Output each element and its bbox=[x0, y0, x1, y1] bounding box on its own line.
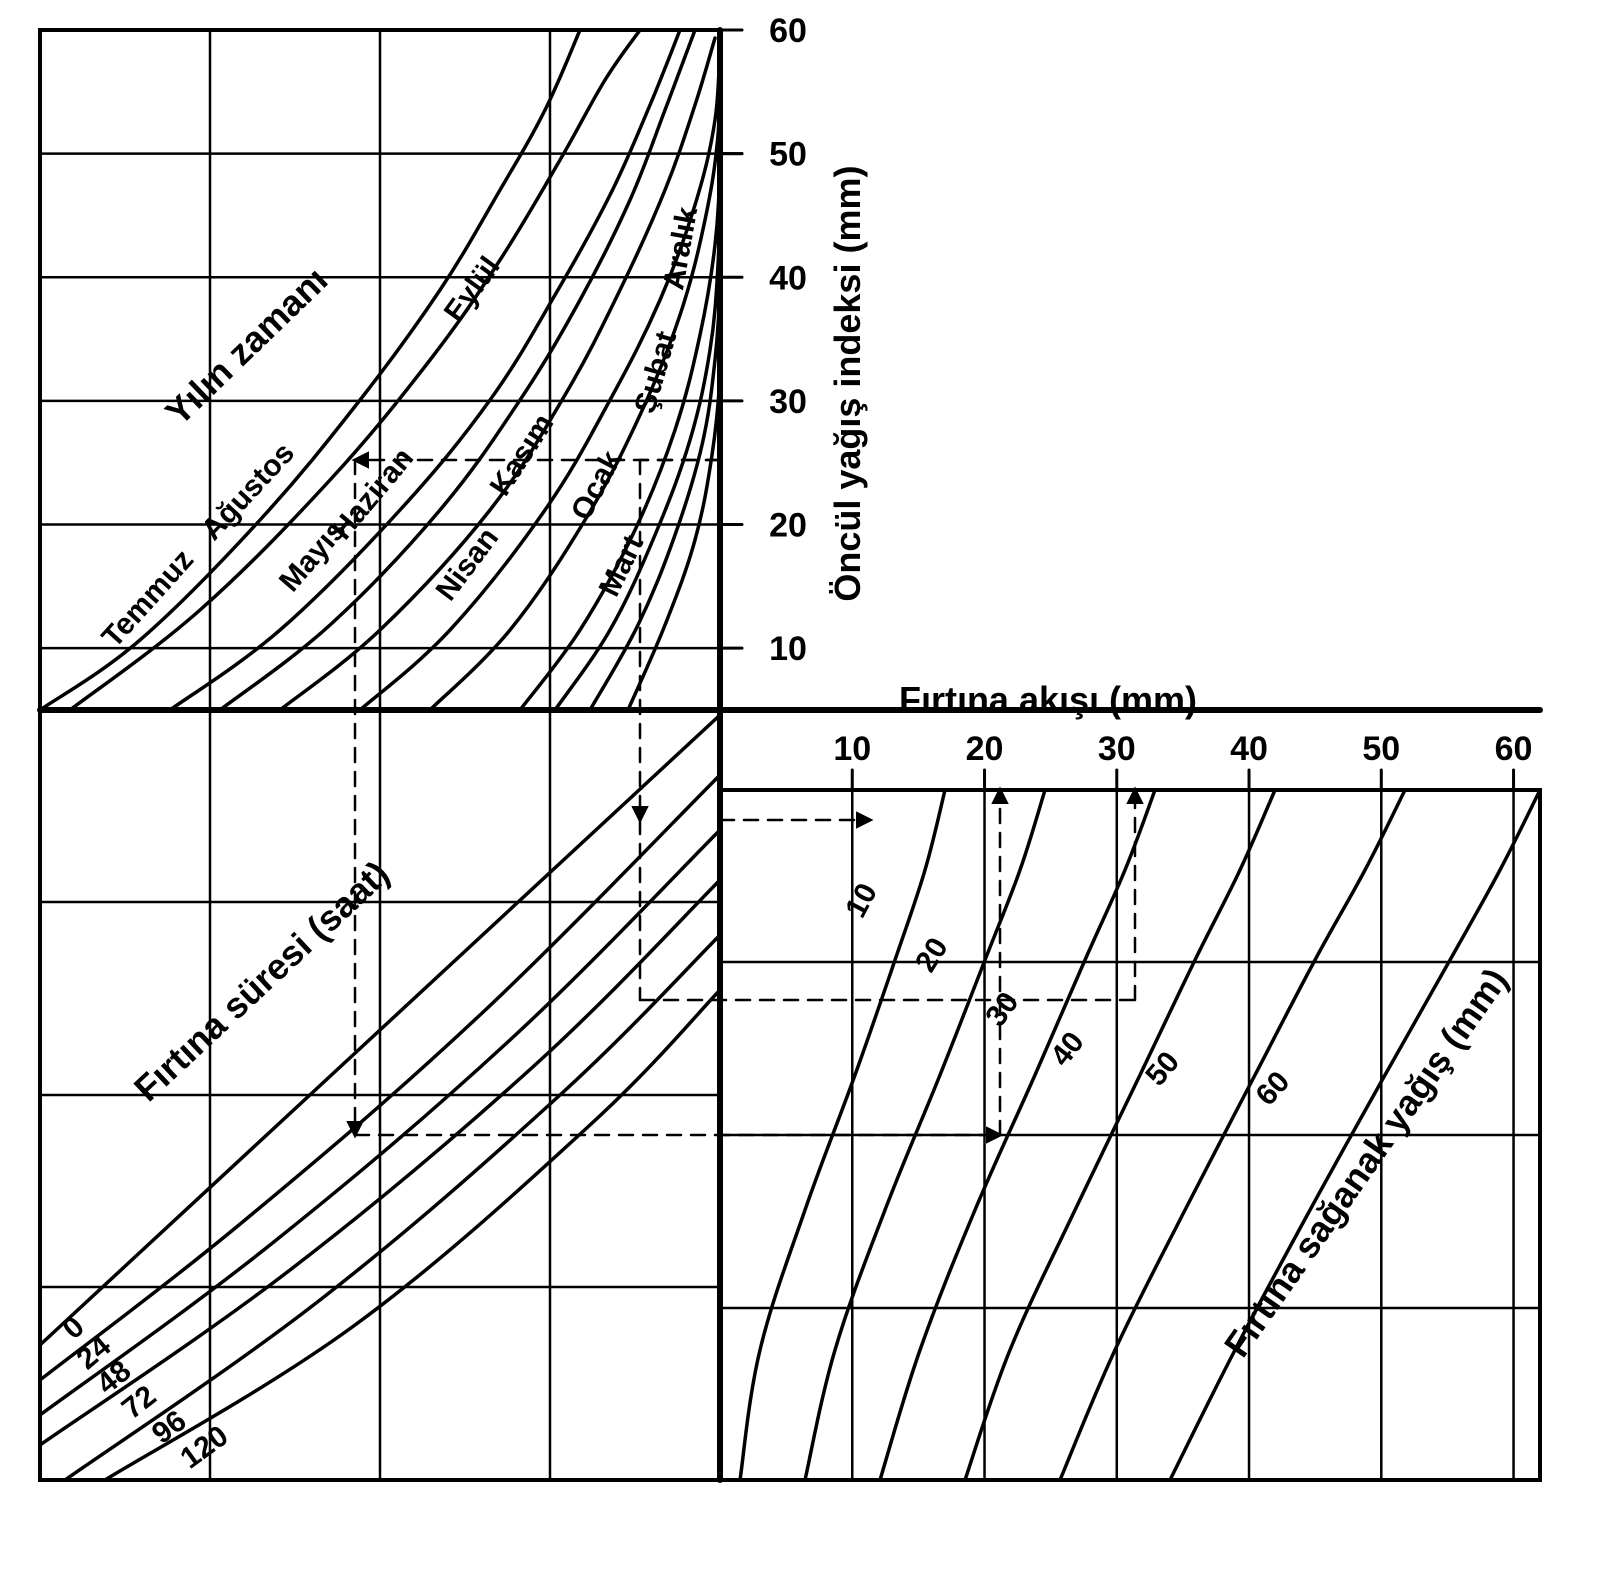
lr-diag-title: Fırtına sağanak yağış (mm) bbox=[1216, 960, 1516, 1364]
lr-xtick-label-10: 10 bbox=[833, 730, 871, 768]
lr-xtick-label-40: 40 bbox=[1230, 730, 1268, 768]
upper-curve-Haziran bbox=[220, 30, 695, 710]
lr-curve-label-20: 20 bbox=[909, 932, 955, 978]
lr-xtick-label-30: 30 bbox=[1098, 730, 1136, 768]
lr-xtick-label-60: 60 bbox=[1495, 730, 1533, 768]
nomograph-chart: 10 20 30 40 50 60 Öncül yağış indeksi (mm) Yılı… bbox=[0, 0, 1599, 1574]
lr-xtick-label-20: 20 bbox=[966, 730, 1004, 768]
upper-curve-label-Haziran: Haziran bbox=[325, 442, 420, 546]
upper-curve-label-Ocak: Ocak bbox=[565, 445, 629, 526]
lr-xtick-label-50: 50 bbox=[1362, 730, 1400, 768]
ll-diag-title: Fırtına süresi (saat) bbox=[126, 853, 397, 1109]
upper-ytick-label-10: 10 bbox=[769, 630, 807, 668]
upper-ytick-label-60: 60 bbox=[769, 12, 807, 50]
lr-curve-label-30: 30 bbox=[979, 986, 1025, 1032]
lr-curve-label-50: 50 bbox=[1139, 1046, 1186, 1093]
lr-curve-label-10: 10 bbox=[839, 878, 884, 923]
upper-ytick-label-40: 40 bbox=[769, 259, 807, 297]
upper-ytick-label-20: 20 bbox=[769, 507, 807, 545]
chart-svg: 10 20 30 40 50 60 Öncül yağış indeksi (mm) Yılı… bbox=[0, 0, 1599, 1574]
upper-yaxis-title: Öncül yağış indeksi (mm) bbox=[827, 166, 868, 602]
upper-ytick-label-30: 30 bbox=[769, 383, 807, 421]
upper-curve-label-Şubat: Şubat bbox=[629, 328, 684, 417]
upper-curve-label-Aralık: Aralık bbox=[657, 204, 704, 292]
upper-ytick-label-50: 50 bbox=[769, 136, 807, 174]
lr-curve-label-40: 40 bbox=[1044, 1026, 1091, 1073]
upper-diag-title: Yılın zamanı bbox=[157, 259, 335, 433]
upper-curve-label-Nisan: Nisan bbox=[430, 522, 506, 607]
lr-xaxis-title: Fırtına akışı (mm) bbox=[899, 679, 1197, 720]
